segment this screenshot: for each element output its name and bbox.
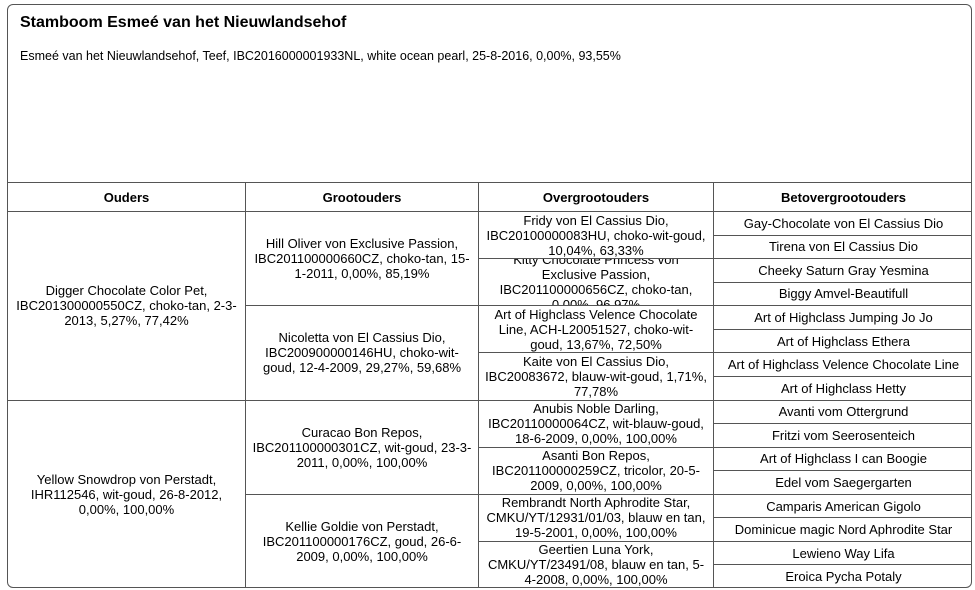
- great-grandparent-cell: Kaite von El Cassius Dio, IBC20083672, b…: [478, 352, 714, 401]
- great-great-grandparent-cell: Art of Highclass I can Boogie: [713, 446, 971, 472]
- great-grandparent-cell: Anubis Noble Darling, IBC20110000064CZ, …: [478, 399, 714, 448]
- grandparent-cell: Kellie Goldie von Perstadt, IBC201100000…: [245, 493, 479, 587]
- great-great-grandparent-cell: Avanti vom Ottergrund: [713, 399, 971, 425]
- great-great-grandparent-cell: Cheeky Saturn Gray Yesmina: [713, 258, 971, 283]
- great-grandparent-cell: Geertien Luna York, CMKU/YT/23491/08, bl…: [478, 540, 714, 587]
- grandparent-cell: Nicoletta von El Cassius Dio, IBC2009000…: [245, 305, 479, 401]
- great-grandparent-cell: Art of Highclass Velence Chocolate Line,…: [478, 305, 714, 354]
- page-title: Stamboom Esmeé van het Nieuwlandsehof: [20, 14, 347, 31]
- column-header: Betovergrootouders: [713, 182, 971, 212]
- parent-cell: Yellow Snowdrop von Perstadt, IHR112546,…: [8, 399, 246, 587]
- grandparent-cell: Curacao Bon Repos, IBC201100000301CZ, wi…: [245, 399, 479, 495]
- page-subtitle: Esmeé van het Nieuwlandsehof, Teef, IBC2…: [20, 49, 621, 63]
- great-great-grandparent-cell: Art of Highclass Hetty: [713, 375, 971, 401]
- great-great-grandparent-cell: Tirena von El Cassius Dio: [713, 234, 971, 260]
- pedigree-frame: Stamboom Esmeé van het Nieuwlandsehof Es…: [7, 4, 972, 588]
- great-great-grandparent-cell: Camparis American Gigolo: [713, 493, 971, 519]
- great-great-grandparent-cell: Art of Highclass Jumping Jo Jo: [713, 305, 971, 330]
- great-great-grandparent-cell: Art of Highclass Ethera: [713, 328, 971, 354]
- column-header: Grootouders: [245, 182, 479, 212]
- great-great-grandparent-cell: Fritzi vom Seerosenteich: [713, 423, 971, 448]
- great-great-grandparent-cell: Edel vom Saegergarten: [713, 470, 971, 495]
- column-header: Overgrootouders: [478, 182, 714, 212]
- great-great-grandparent-cell: Dominicue magic Nord Aphrodite Star: [713, 517, 971, 542]
- great-grandparent-cell: Rembrandt North Aphrodite Star, CMKU/YT/…: [478, 493, 714, 542]
- great-grandparent-cell: Asanti Bon Repos, IBC201100000259CZ, tri…: [478, 446, 714, 495]
- column-header: Ouders: [8, 182, 246, 212]
- great-great-grandparent-cell: Art of Highclass Velence Chocolate Line: [713, 352, 971, 377]
- great-great-grandparent-cell: Lewieno Way Lifa: [713, 540, 971, 566]
- great-grandparent-cell: Kitty Chocolate Princess von Exclusive P…: [478, 258, 714, 307]
- parent-cell: Digger Chocolate Color Pet, IBC201300000…: [8, 211, 246, 401]
- great-great-grandparent-cell: Gay-Chocolate von El Cassius Dio: [713, 211, 971, 236]
- great-great-grandparent-cell: Eroica Pycha Potaly: [713, 564, 971, 587]
- grandparent-cell: Hill Oliver von Exclusive Passion, IBC20…: [245, 211, 479, 307]
- great-grandparent-cell: Fridy von El Cassius Dio, IBC20100000083…: [478, 211, 714, 260]
- great-great-grandparent-cell: Biggy Amvel-Beautifull: [713, 281, 971, 307]
